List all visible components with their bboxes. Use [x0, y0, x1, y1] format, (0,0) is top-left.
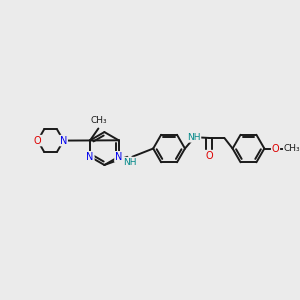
Text: O: O	[205, 151, 213, 160]
Text: N: N	[115, 152, 122, 162]
Text: N: N	[60, 136, 67, 146]
Text: CH₃: CH₃	[91, 116, 107, 125]
Text: NH: NH	[187, 133, 200, 142]
Text: CH₃: CH₃	[284, 144, 300, 153]
Text: NH: NH	[123, 158, 136, 166]
Text: O: O	[272, 143, 279, 154]
Text: O: O	[34, 136, 41, 146]
Text: N: N	[86, 152, 94, 162]
